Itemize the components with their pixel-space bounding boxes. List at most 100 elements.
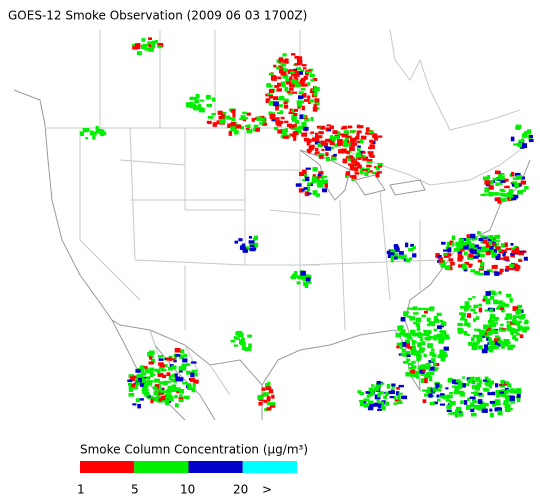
smoke-pixel (166, 393, 172, 399)
smoke-pixel (506, 321, 510, 324)
smoke-pixel (359, 150, 365, 154)
smoke-pixel (512, 181, 518, 184)
smoke-pixel (323, 175, 327, 179)
smoke-pixel (146, 370, 150, 374)
smoke-observations (79, 37, 534, 418)
smoke-pixel (316, 184, 323, 187)
smoke-pixel (477, 246, 483, 252)
smoke-pixel (301, 82, 305, 86)
smoke-pixel (221, 114, 226, 119)
smoke-pixel (137, 404, 141, 409)
smoke-pixel (313, 92, 318, 97)
smoke-pixel (295, 80, 299, 85)
smoke-pixel (365, 167, 371, 173)
smoke-pixel (467, 341, 473, 346)
smoke-pixel (467, 378, 472, 384)
smoke-pixel (206, 120, 212, 124)
smoke-pixel (256, 116, 263, 121)
smoke-pixel (516, 393, 521, 399)
smoke-pixel (275, 120, 281, 125)
smoke-pixel (515, 126, 521, 130)
smoke-pixel (410, 243, 415, 247)
smoke-pixel (390, 255, 395, 260)
smoke-pixel (178, 399, 184, 403)
smoke-pixel (520, 180, 527, 185)
smoke-pixel (153, 386, 158, 390)
smoke-pixel (509, 328, 516, 333)
smoke-pixel (362, 169, 368, 172)
smoke-pixel (440, 395, 445, 399)
smoke-pixel (226, 116, 232, 120)
smoke-pixel (403, 360, 409, 364)
smoke-pixel (137, 377, 143, 381)
smoke-pixel (466, 333, 471, 336)
smoke-pixel (269, 94, 273, 98)
smoke-pixel (496, 402, 501, 406)
smoke-pixel (479, 253, 485, 258)
smoke-pixel (362, 151, 366, 154)
smoke-pixel (464, 306, 468, 312)
smoke-pixel (445, 399, 451, 402)
smoke-pixel (462, 376, 466, 379)
smoke-pixel (510, 332, 514, 336)
smoke-pixel (479, 379, 483, 384)
smoke-pixel (447, 253, 452, 257)
smoke-pixel (444, 265, 451, 271)
smoke-pixel (399, 346, 403, 349)
smoke-pixel (466, 405, 471, 410)
smoke-pixel (495, 383, 499, 388)
smoke-pixel (402, 342, 407, 347)
smoke-pixel (263, 392, 269, 397)
smoke-pixel (484, 309, 491, 312)
smoke-pixel (298, 95, 304, 100)
smoke-pixel (488, 340, 495, 345)
smoke-pixel (291, 115, 297, 121)
smoke-pixel (398, 392, 403, 395)
smoke-pixel (493, 264, 498, 269)
smoke-pixel (451, 379, 456, 384)
smoke-pixel (332, 137, 336, 142)
smoke-pixel (301, 79, 306, 83)
canada-lines (99, 29, 521, 131)
smoke-pixel (310, 79, 315, 82)
smoke-pixel (309, 90, 315, 94)
smoke-pixel (478, 238, 484, 242)
smoke-pixel (381, 405, 386, 411)
smoke-pixel (480, 193, 486, 197)
mexico-lines (149, 329, 231, 396)
smoke-pixel (404, 351, 411, 356)
smoke-pixel (481, 348, 488, 354)
smoke-pixel (192, 106, 198, 111)
smoke-pixel (484, 376, 489, 380)
smoke-pixel (488, 241, 493, 246)
smoke-pixel (408, 257, 413, 261)
smoke-pixel (372, 134, 378, 139)
smoke-pixel (407, 315, 411, 318)
smoke-pixel (441, 241, 446, 245)
smoke-pixel (327, 128, 332, 132)
smoke-pixel (350, 158, 355, 163)
smoke-pixel (416, 358, 421, 362)
smoke-pixel (268, 89, 274, 94)
smoke-pixel (154, 384, 160, 389)
smoke-pixel (495, 341, 501, 347)
smoke-pixel (266, 83, 271, 88)
smoke-pixel (263, 399, 268, 403)
smoke-pixel (407, 307, 414, 310)
smoke-pixel (128, 393, 135, 397)
smoke-pixel (280, 116, 285, 120)
smoke-pixel (495, 395, 500, 398)
smoke-pixel (242, 111, 247, 115)
smoke-pixel (472, 334, 478, 338)
smoke-pixel (281, 81, 285, 87)
smoke-pixel (261, 118, 266, 121)
smoke-pixel (360, 135, 367, 140)
smoke-pixel (516, 390, 522, 394)
smoke-pixel (419, 338, 424, 341)
smoke-pixel (504, 387, 509, 391)
smoke-pixel (340, 133, 344, 136)
smoke-pixel (357, 162, 361, 167)
smoke-pixel (357, 148, 361, 152)
smoke-pixel (489, 412, 494, 418)
